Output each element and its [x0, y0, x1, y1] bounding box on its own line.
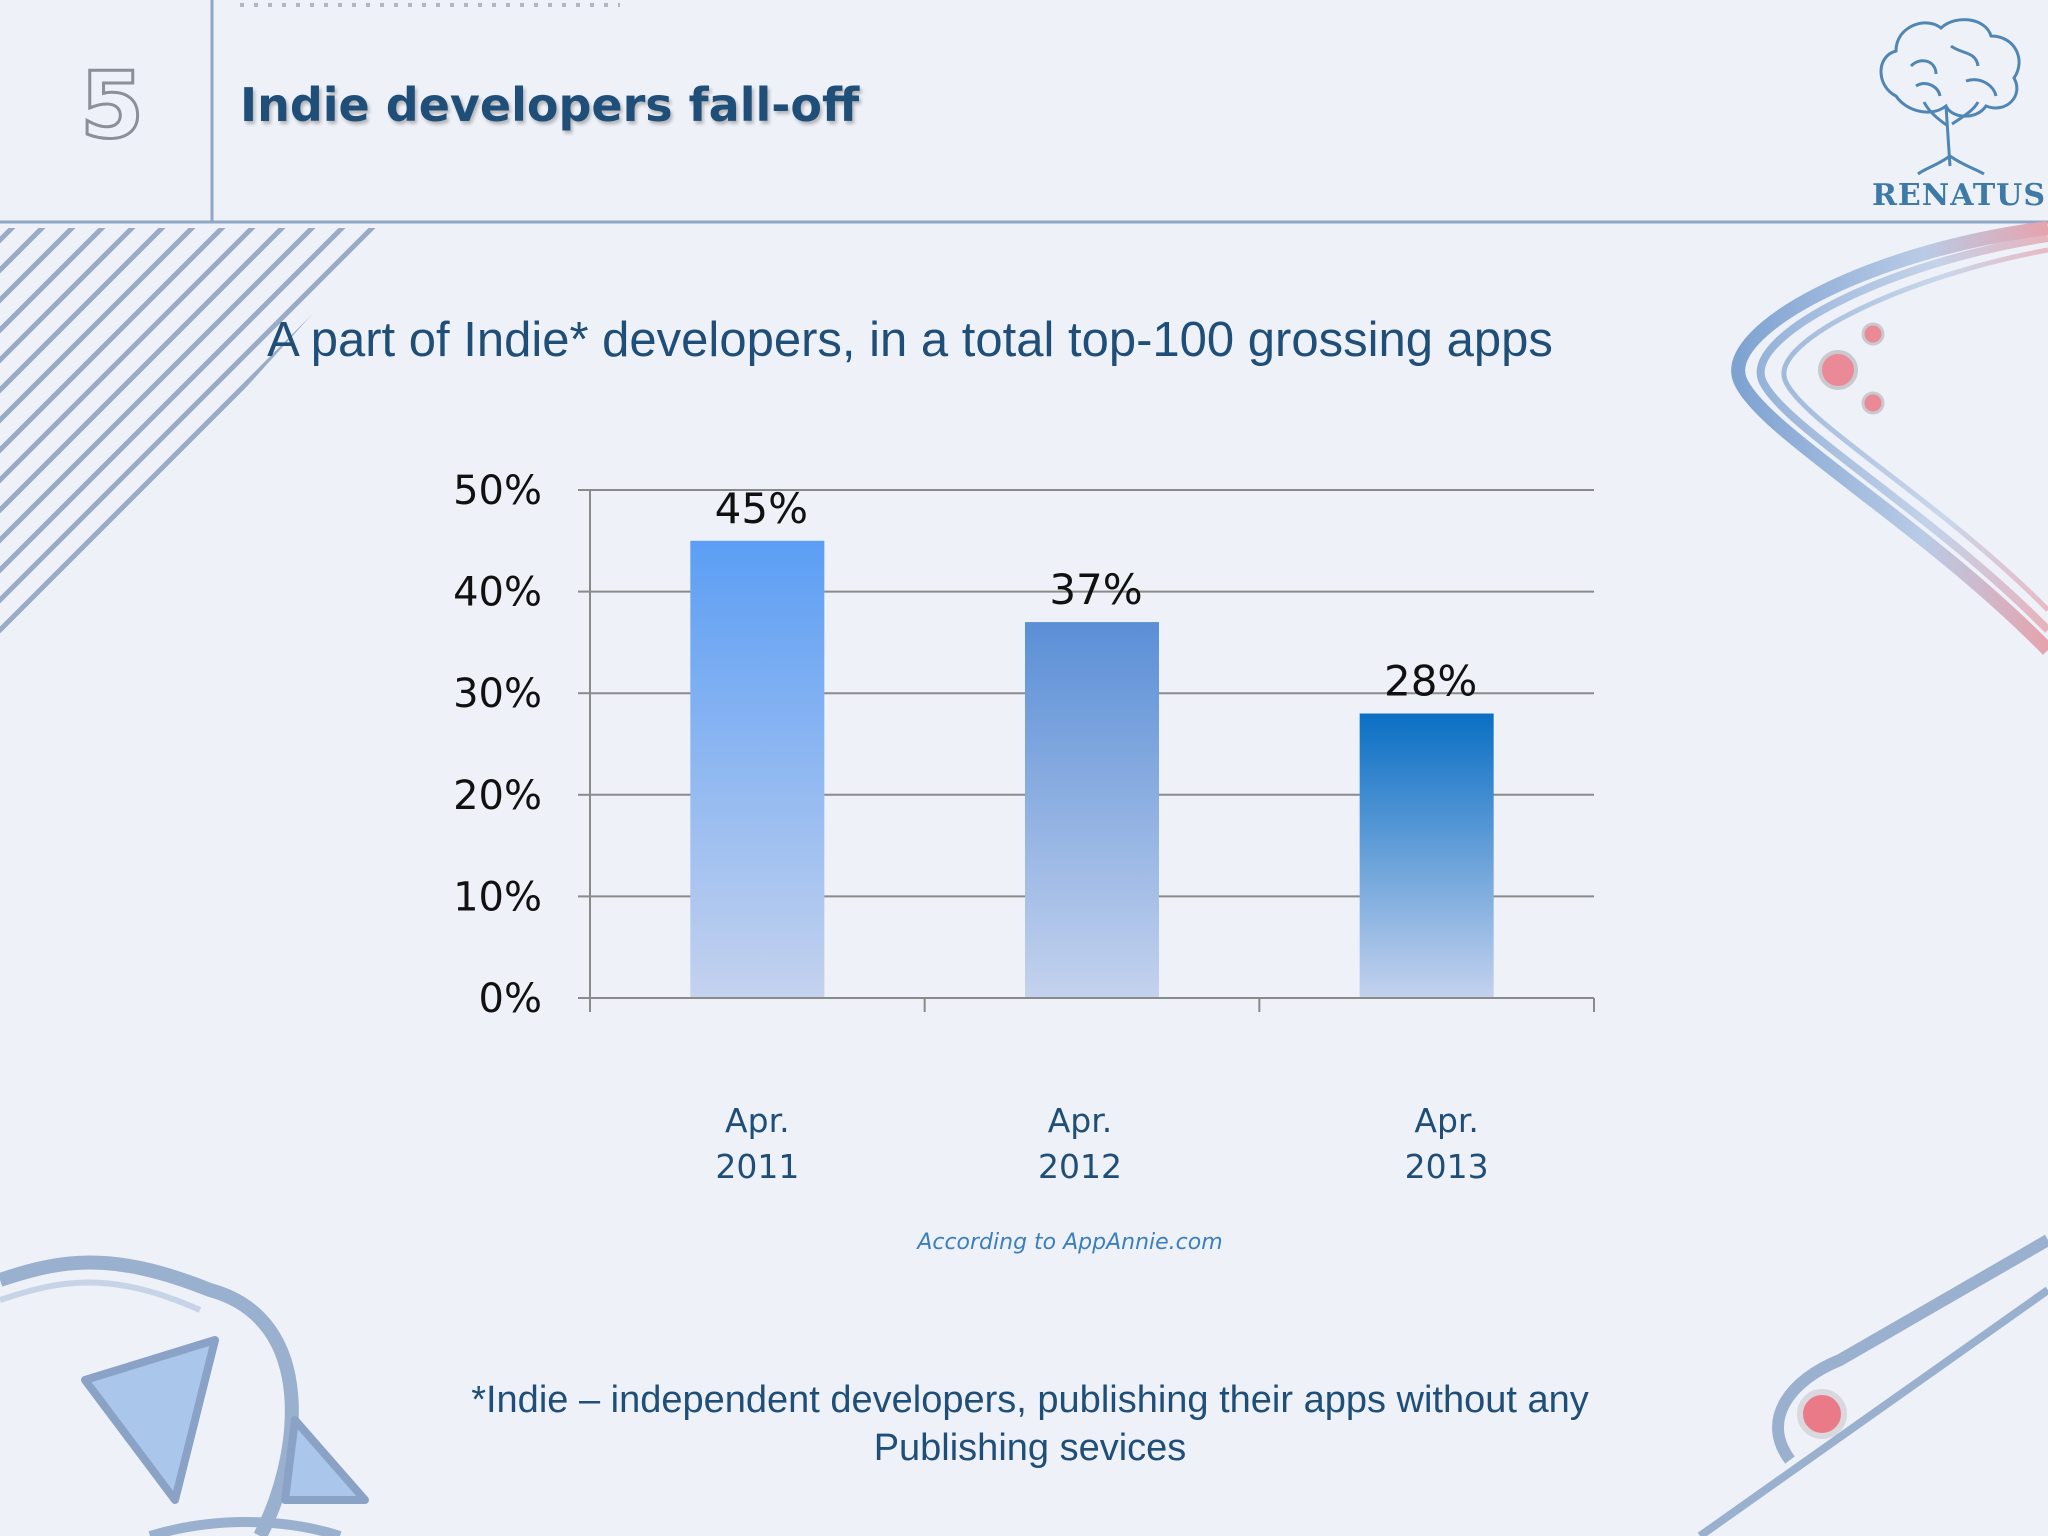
pink-dot — [1861, 322, 1885, 346]
brain-tree-icon — [1879, 18, 2021, 176]
x-category-line: 2013 — [1404, 1147, 1489, 1186]
data-label: 45% — [715, 484, 808, 533]
x-category-line: 2012 — [1038, 1147, 1122, 1186]
bar — [1025, 622, 1159, 998]
y-tick-label: 40% — [453, 570, 542, 616]
x-category-line: Apr. — [1047, 1101, 1113, 1140]
y-tick-label: 20% — [453, 773, 542, 819]
y-tick-label: 30% — [453, 671, 542, 717]
footnote-line: Publishing sevices — [873, 1427, 1187, 1469]
y-tick-label: 10% — [453, 874, 542, 920]
y-tick-label: 0% — [479, 976, 542, 1022]
y-tick-label: 50% — [453, 468, 542, 514]
footnote: *Indie – independent developers, publish… — [400, 1376, 1660, 1472]
pink-dot — [1797, 1389, 1847, 1439]
data-label: 37% — [1049, 565, 1142, 614]
pink-dot — [1818, 350, 1858, 390]
slide-number: 5 — [79, 52, 146, 159]
x-category-label: Apr. 2011 — [647, 1098, 867, 1190]
source-note: According to AppAnnie.com — [917, 1230, 1223, 1255]
x-category-line: Apr. — [1414, 1101, 1479, 1140]
bar — [1359, 713, 1494, 998]
data-label: 28% — [1384, 657, 1477, 706]
chart-title: A part of Indie* developers, in a total … — [267, 313, 1553, 367]
logo-text: RENATUS — [1872, 178, 2047, 213]
footnote-line: *Indie – independent developers, publish… — [471, 1379, 1589, 1421]
slide-title: Indie developers fall-off — [240, 78, 860, 132]
x-category-label: Apr. 2012 — [970, 1098, 1190, 1190]
x-category-label: Apr. 2013 — [1337, 1098, 1557, 1190]
x-category-line: Apr. — [725, 1101, 790, 1140]
pink-dot — [1861, 391, 1885, 415]
bar — [690, 540, 825, 998]
x-category-line: 2011 — [715, 1147, 800, 1186]
